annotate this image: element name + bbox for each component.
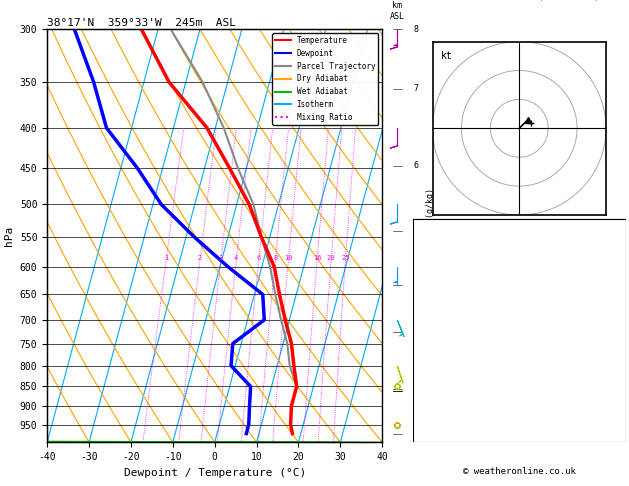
Text: 0: 0 xyxy=(612,380,617,388)
Text: 0: 0 xyxy=(612,305,617,314)
Text: Lifted Index: Lifted Index xyxy=(421,295,486,303)
Text: 10: 10 xyxy=(284,255,292,261)
Text: 7: 7 xyxy=(413,85,418,93)
Text: 3: 3 xyxy=(413,328,418,336)
Text: 1: 1 xyxy=(164,255,168,261)
Text: CIN (J): CIN (J) xyxy=(421,315,459,325)
Text: 38°17'N  359°33'W  245m  ASL: 38°17'N 359°33'W 245m ASL xyxy=(47,18,236,28)
Text: 25: 25 xyxy=(341,255,350,261)
Text: 308: 308 xyxy=(601,284,617,293)
Text: -3: -3 xyxy=(606,400,617,410)
FancyBboxPatch shape xyxy=(413,219,626,442)
Text: 1.42: 1.42 xyxy=(596,241,617,250)
Text: 700: 700 xyxy=(601,337,617,346)
Text: Hodograph: Hodograph xyxy=(495,390,543,399)
Text: Most Unstable: Most Unstable xyxy=(484,326,554,335)
Text: 6: 6 xyxy=(257,255,261,261)
Text: Totals Totals: Totals Totals xyxy=(421,231,491,240)
Legend: Temperature, Dewpoint, Parcel Trajectory, Dry Adiabat, Wet Adiabat, Isotherm, Mi: Temperature, Dewpoint, Parcel Trajectory… xyxy=(272,33,379,125)
Text: K: K xyxy=(421,220,426,229)
Text: CAPE (J): CAPE (J) xyxy=(421,369,464,378)
Text: 38: 38 xyxy=(606,231,617,240)
Text: Dewp (°C): Dewp (°C) xyxy=(421,273,470,282)
Text: Mixing Ratio (g/kg): Mixing Ratio (g/kg) xyxy=(426,188,435,283)
Text: 6: 6 xyxy=(413,161,418,171)
Text: 55: 55 xyxy=(606,411,617,420)
Text: 8: 8 xyxy=(612,358,617,367)
Text: 5: 5 xyxy=(612,220,617,229)
Text: LCL: LCL xyxy=(413,387,427,396)
Text: 8: 8 xyxy=(273,255,277,261)
Text: 310: 310 xyxy=(601,347,617,356)
Y-axis label: hPa: hPa xyxy=(4,226,14,246)
Text: 20: 20 xyxy=(327,255,335,261)
Text: 3: 3 xyxy=(219,255,223,261)
Text: PW (cm): PW (cm) xyxy=(421,241,459,250)
Text: 0: 0 xyxy=(612,315,617,325)
Text: StmDir: StmDir xyxy=(421,422,454,431)
Text: 2: 2 xyxy=(413,384,418,393)
Text: EH: EH xyxy=(421,400,432,410)
Text: CAPE (J): CAPE (J) xyxy=(421,305,464,314)
Text: km
ASL: km ASL xyxy=(390,1,405,21)
Text: 2: 2 xyxy=(198,255,202,261)
Text: 9: 9 xyxy=(612,295,617,303)
Text: © weatheronline.co.uk: © weatheronline.co.uk xyxy=(463,467,576,476)
Text: 4: 4 xyxy=(413,280,418,289)
Text: 1B: 1B xyxy=(606,433,617,441)
Text: 16.1: 16.1 xyxy=(596,262,617,272)
Text: kt: kt xyxy=(441,51,453,61)
Text: 16: 16 xyxy=(313,255,321,261)
Text: Pressure (mb): Pressure (mb) xyxy=(421,337,491,346)
Text: 5: 5 xyxy=(413,226,418,235)
Text: 7: 7 xyxy=(612,273,617,282)
Text: 1: 1 xyxy=(413,429,418,438)
Text: 310°: 310° xyxy=(596,422,617,431)
Text: 4: 4 xyxy=(234,255,238,261)
Text: SREH: SREH xyxy=(421,411,443,420)
Text: CIN (J): CIN (J) xyxy=(421,380,459,388)
Text: Lifted Index: Lifted Index xyxy=(421,358,486,367)
Text: 8: 8 xyxy=(413,25,418,34)
Text: Surface: Surface xyxy=(501,252,538,261)
Text: StmSpd (kt): StmSpd (kt) xyxy=(421,433,481,441)
Text: Temp (°C): Temp (°C) xyxy=(421,262,470,272)
Text: θᴇ(K): θᴇ(K) xyxy=(421,284,448,293)
Text: θᴇ (K): θᴇ (K) xyxy=(421,347,454,356)
Text: 0: 0 xyxy=(612,369,617,378)
X-axis label: Dewpoint / Temperature (°C): Dewpoint / Temperature (°C) xyxy=(123,468,306,478)
